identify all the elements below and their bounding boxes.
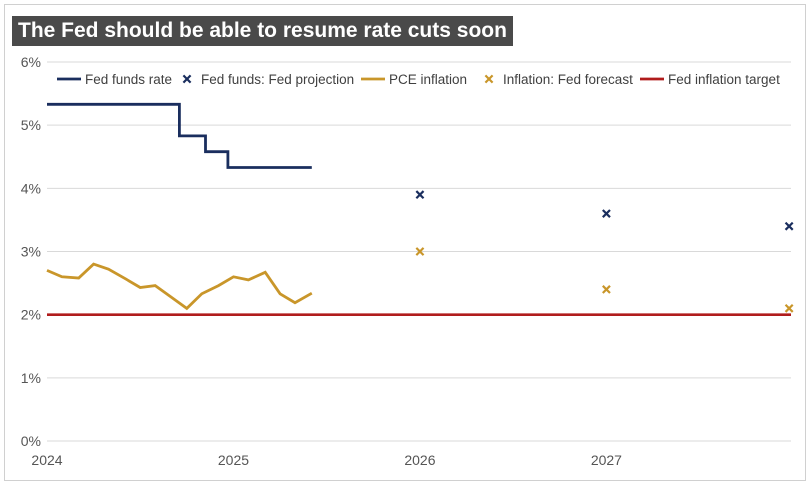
legend-swatch [182, 74, 192, 84]
point-inflation-fed-forecast [784, 303, 794, 313]
point-inflation-fed-forecast [602, 285, 611, 294]
series-pce-inflation [46, 262, 313, 311]
y-tick-label: 2% [21, 307, 41, 323]
marker-stroke [602, 209, 611, 218]
legend-swatch [484, 74, 494, 84]
legend-label: Fed inflation target [668, 72, 780, 87]
series-fed-funds-fed-projection [415, 190, 794, 231]
y-tick-label: 1% [21, 370, 41, 386]
point-fed-funds-fed-projection [602, 209, 611, 218]
point-fed-funds-fed-projection [415, 190, 425, 200]
marker-stroke [415, 247, 425, 256]
marker-stroke [182, 74, 192, 84]
marker-stroke [415, 190, 425, 200]
legend: Fed funds rate Fed funds: Fed projection P… [57, 72, 780, 87]
x-tick-label: 2025 [218, 452, 249, 468]
series-inflation-fed-forecast [415, 247, 794, 313]
legend-item-pce-inflation: PCE inflation [361, 72, 467, 87]
chart-title: The Fed should be able to resume rate cu… [12, 16, 513, 46]
y-tick-label: 3% [21, 244, 41, 260]
marker-stroke [784, 221, 794, 231]
legend-item-fed-funds-fed-projection: Fed funds: Fed projection [182, 72, 354, 87]
y-axis-ticks: 0% 1% 2% 3% 4% 5% 6% [21, 54, 41, 449]
legend-label: Inflation: Fed forecast [503, 72, 633, 87]
x-axis-ticks: 2024 2025 2026 2027 [31, 452, 622, 468]
marker-stroke [602, 285, 611, 294]
legend-label: Fed funds rate [85, 72, 172, 87]
series-fed-funds-rate [47, 102, 312, 169]
series-layer [46, 102, 794, 317]
marker-stroke [784, 303, 794, 313]
legend-item-inflation-fed-forecast: Inflation: Fed forecast [484, 72, 633, 87]
chart-frame [4, 4, 806, 481]
x-tick-label: 2027 [591, 452, 622, 468]
y-tick-label: 5% [21, 117, 41, 133]
y-tick-label: 0% [21, 433, 41, 449]
point-inflation-fed-forecast [415, 247, 425, 256]
point-fed-funds-fed-projection [784, 221, 794, 231]
legend-item-fed-inflation-target: Fed inflation target [640, 72, 780, 87]
legend-label: PCE inflation [389, 72, 467, 87]
x-tick-label: 2026 [404, 452, 435, 468]
legend-item-fed-funds-rate: Fed funds rate [57, 72, 172, 87]
y-tick-label: 4% [21, 180, 41, 196]
marker-stroke [484, 74, 494, 84]
legend-label: Fed funds: Fed projection [201, 72, 354, 87]
x-tick-label: 2024 [31, 452, 62, 468]
y-tick-label: 6% [21, 54, 41, 70]
